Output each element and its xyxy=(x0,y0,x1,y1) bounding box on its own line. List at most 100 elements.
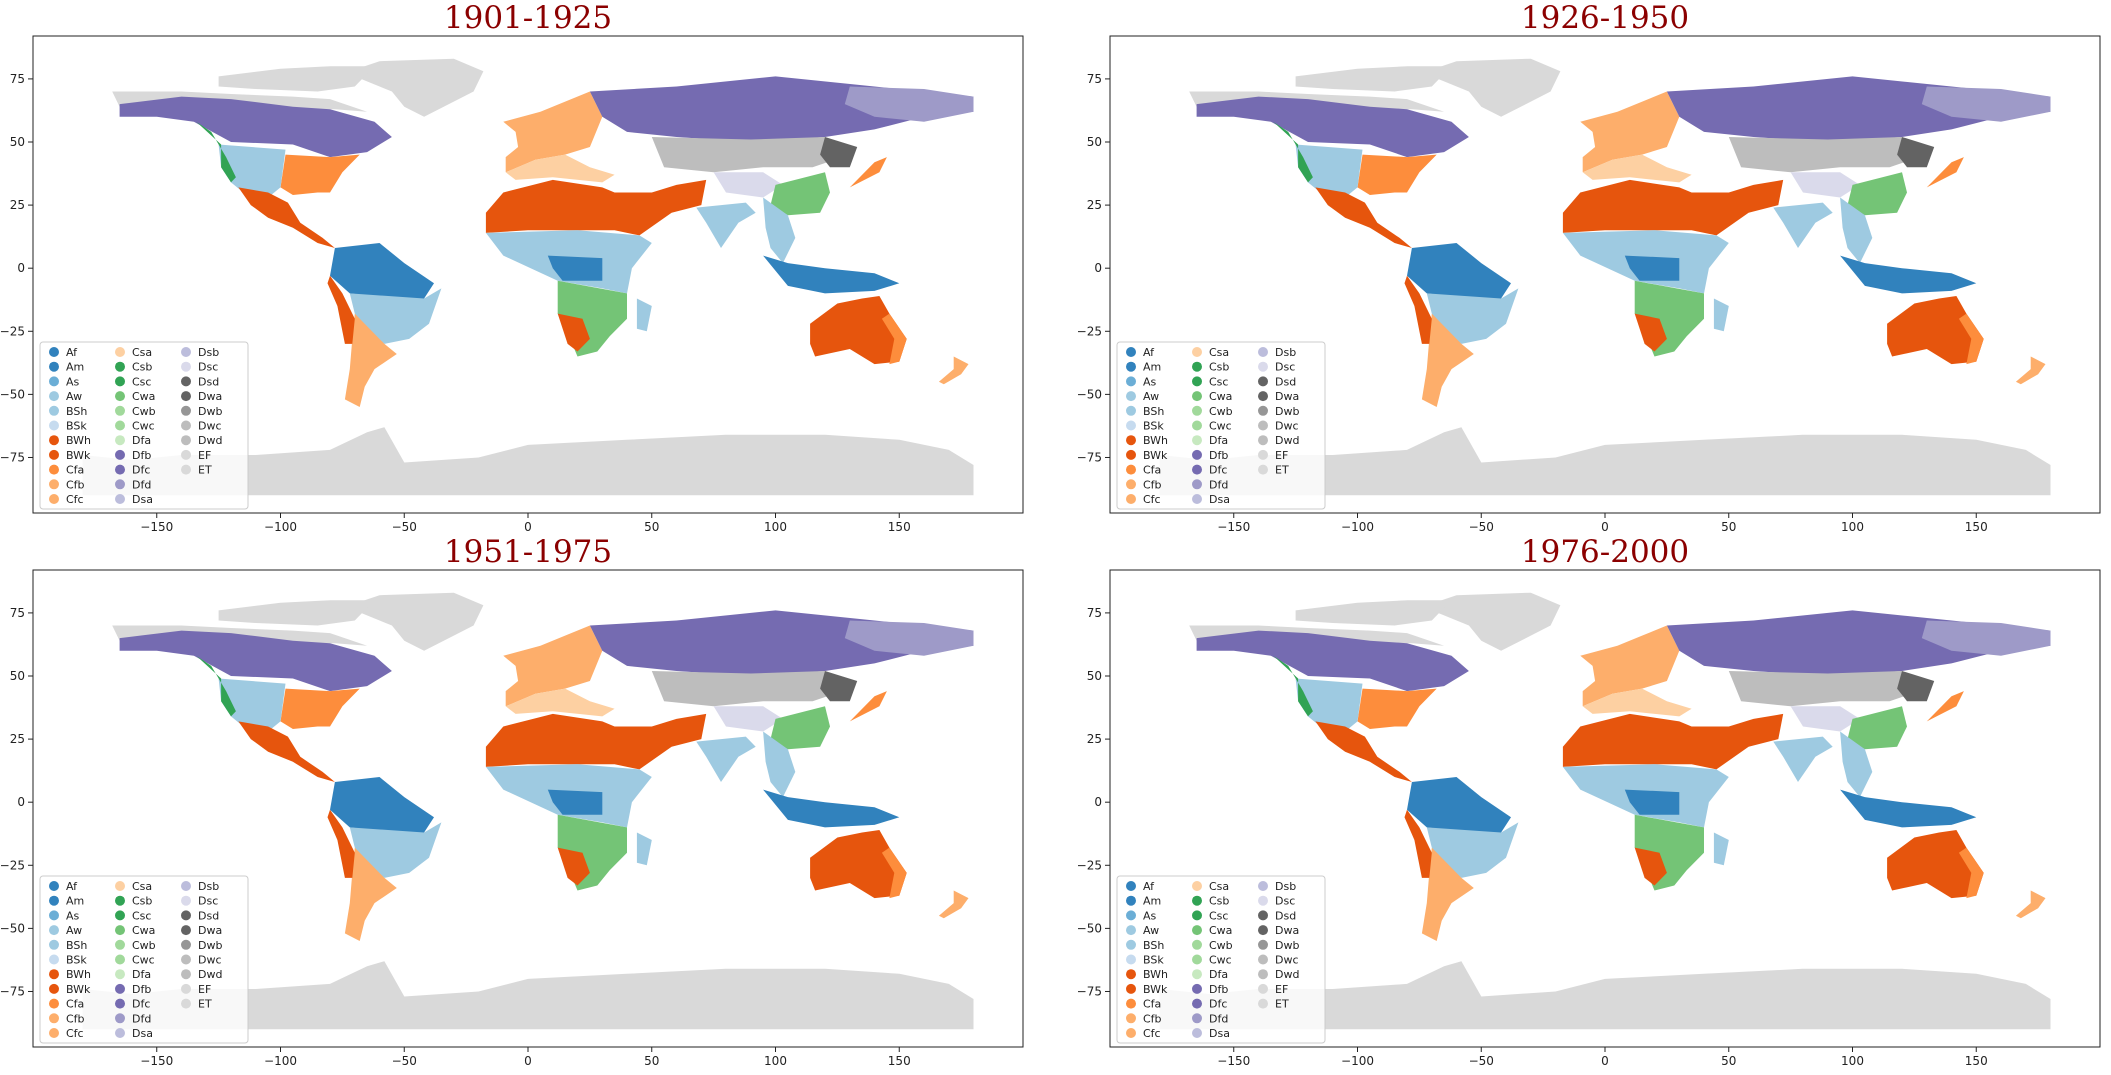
legend-marker xyxy=(1126,910,1136,921)
legend-marker xyxy=(181,895,191,906)
y-tick-label: −25 xyxy=(0,858,25,872)
region-greenland xyxy=(349,592,484,651)
panel-title: 1926-1950 xyxy=(1520,0,1690,36)
region-central-asia xyxy=(651,137,850,173)
legend-label: BWk xyxy=(66,449,91,462)
legend-label: Dsd xyxy=(1275,909,1296,922)
region-india xyxy=(696,736,756,782)
region-se-asia xyxy=(1840,197,1873,264)
region-central-asia xyxy=(1728,137,1927,173)
region-antarctica xyxy=(1159,427,2051,496)
legend-label: Cwa xyxy=(1209,924,1232,937)
region-sa-south xyxy=(344,847,397,941)
legend-label: Cfa xyxy=(66,464,84,477)
x-tick-label: −100 xyxy=(1341,1054,1374,1068)
legend-marker xyxy=(1126,449,1136,460)
region-central-america xyxy=(1315,721,1412,782)
legend-marker xyxy=(115,376,125,387)
legend-label: BWk xyxy=(66,983,91,996)
region-tibet xyxy=(713,706,783,732)
region-australia xyxy=(810,296,907,365)
x-tick-label: 100 xyxy=(764,520,787,534)
region-central-america xyxy=(238,721,335,782)
legend-label: Af xyxy=(1143,346,1155,359)
y-tick-label: −50 xyxy=(1077,387,1102,401)
region-sahara-arabia xyxy=(485,179,707,236)
legend-label: Dsa xyxy=(132,1027,153,1040)
region-manchuria xyxy=(1897,137,1935,168)
region-europe xyxy=(1580,91,1680,173)
legend-marker xyxy=(49,435,59,446)
region-east-siberia xyxy=(1921,620,2051,656)
x-tick-label: −50 xyxy=(392,520,417,534)
legend-marker xyxy=(115,361,125,372)
legend-marker xyxy=(1126,925,1136,936)
legend-marker xyxy=(1192,939,1202,950)
legend-label: Af xyxy=(66,880,78,893)
region-greenland xyxy=(1426,58,1561,117)
legend-label: Cwb xyxy=(1209,939,1233,952)
legend-marker xyxy=(1258,881,1268,891)
y-tick-label: −75 xyxy=(1077,450,1102,464)
region-east-siberia xyxy=(1921,86,2051,122)
region-africa-rainforest xyxy=(547,789,603,815)
y-tick-label: 50 xyxy=(1087,669,1102,683)
legend-marker xyxy=(1258,449,1268,460)
legend-marker xyxy=(1258,435,1268,446)
legend-marker xyxy=(1126,954,1136,965)
region-na-boreal xyxy=(119,630,392,692)
legend-marker xyxy=(1126,895,1136,906)
region-sa-south xyxy=(344,313,397,407)
legend-label: As xyxy=(1143,375,1157,388)
legend-label: Dwd xyxy=(1275,434,1299,447)
legend-marker xyxy=(49,881,59,891)
legend-label: Dwb xyxy=(198,939,222,952)
legend-label: Csb xyxy=(1209,895,1229,908)
region-europe xyxy=(503,91,603,173)
region-sa-rainforest xyxy=(330,243,434,299)
region-europe xyxy=(503,625,603,707)
legend-marker xyxy=(181,464,191,475)
legend-marker xyxy=(115,1028,125,1038)
legend-marker xyxy=(115,420,125,431)
legend-label: BWh xyxy=(1143,968,1168,981)
y-tick-label: 0 xyxy=(17,261,25,275)
legend-marker xyxy=(115,405,125,416)
legend-marker xyxy=(1192,925,1202,936)
legend-label: Aw xyxy=(66,924,82,937)
legend-label: BSh xyxy=(1143,939,1164,952)
legend-label: BWk xyxy=(1143,449,1168,462)
region-andes-desert xyxy=(327,275,355,344)
legend-marker xyxy=(1126,405,1136,416)
region-usa-west xyxy=(1295,144,1363,198)
region-japan xyxy=(849,157,887,188)
legend-marker xyxy=(1258,910,1268,921)
region-central-america xyxy=(1315,187,1412,248)
region-india xyxy=(696,202,756,248)
legend-label: Dwc xyxy=(1275,420,1299,433)
region-manchuria xyxy=(820,137,858,168)
region-sa-rainforest xyxy=(1407,777,1511,833)
region-japan xyxy=(1926,157,1964,188)
legend-label: BSh xyxy=(1143,405,1164,418)
legend-label: Dwd xyxy=(198,968,222,981)
legend-marker xyxy=(1192,1013,1202,1024)
legend-marker xyxy=(49,1013,59,1024)
x-tick-label: −150 xyxy=(1217,520,1250,534)
legend-label: Csa xyxy=(1209,880,1229,893)
legend-label: Csc xyxy=(1209,375,1228,388)
region-usa-east xyxy=(280,154,360,195)
y-tick-label: 0 xyxy=(17,795,25,809)
x-tick-label: 50 xyxy=(1721,520,1736,534)
region-usa-east xyxy=(1357,688,1437,729)
region-indonesia xyxy=(1840,255,1977,294)
panel-title: 1976-2000 xyxy=(1520,534,1690,570)
region-central-america xyxy=(238,187,335,248)
region-madagascar xyxy=(636,832,652,866)
region-sa-savanna xyxy=(349,288,442,344)
legend-label: Dwa xyxy=(198,390,222,403)
legend-marker xyxy=(181,939,191,950)
legend-label: Csa xyxy=(132,880,152,893)
legend-marker xyxy=(1126,1013,1136,1024)
